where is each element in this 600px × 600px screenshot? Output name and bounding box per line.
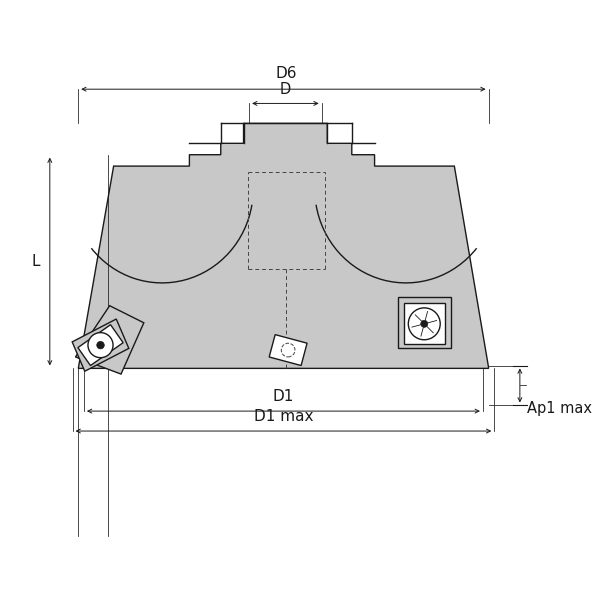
Polygon shape: [398, 297, 451, 349]
Polygon shape: [78, 325, 123, 365]
Text: D6: D6: [275, 65, 297, 80]
Polygon shape: [404, 304, 445, 344]
Circle shape: [421, 320, 428, 328]
Text: D1 max: D1 max: [254, 409, 313, 424]
Text: L: L: [31, 254, 40, 269]
Text: Ap1 max: Ap1 max: [527, 401, 592, 416]
Polygon shape: [269, 335, 307, 365]
Text: D: D: [280, 82, 291, 97]
Circle shape: [409, 308, 440, 340]
Polygon shape: [72, 319, 129, 371]
Text: D1: D1: [273, 389, 294, 404]
Circle shape: [88, 332, 113, 358]
Polygon shape: [76, 305, 144, 374]
Polygon shape: [79, 124, 488, 368]
Circle shape: [97, 341, 104, 349]
